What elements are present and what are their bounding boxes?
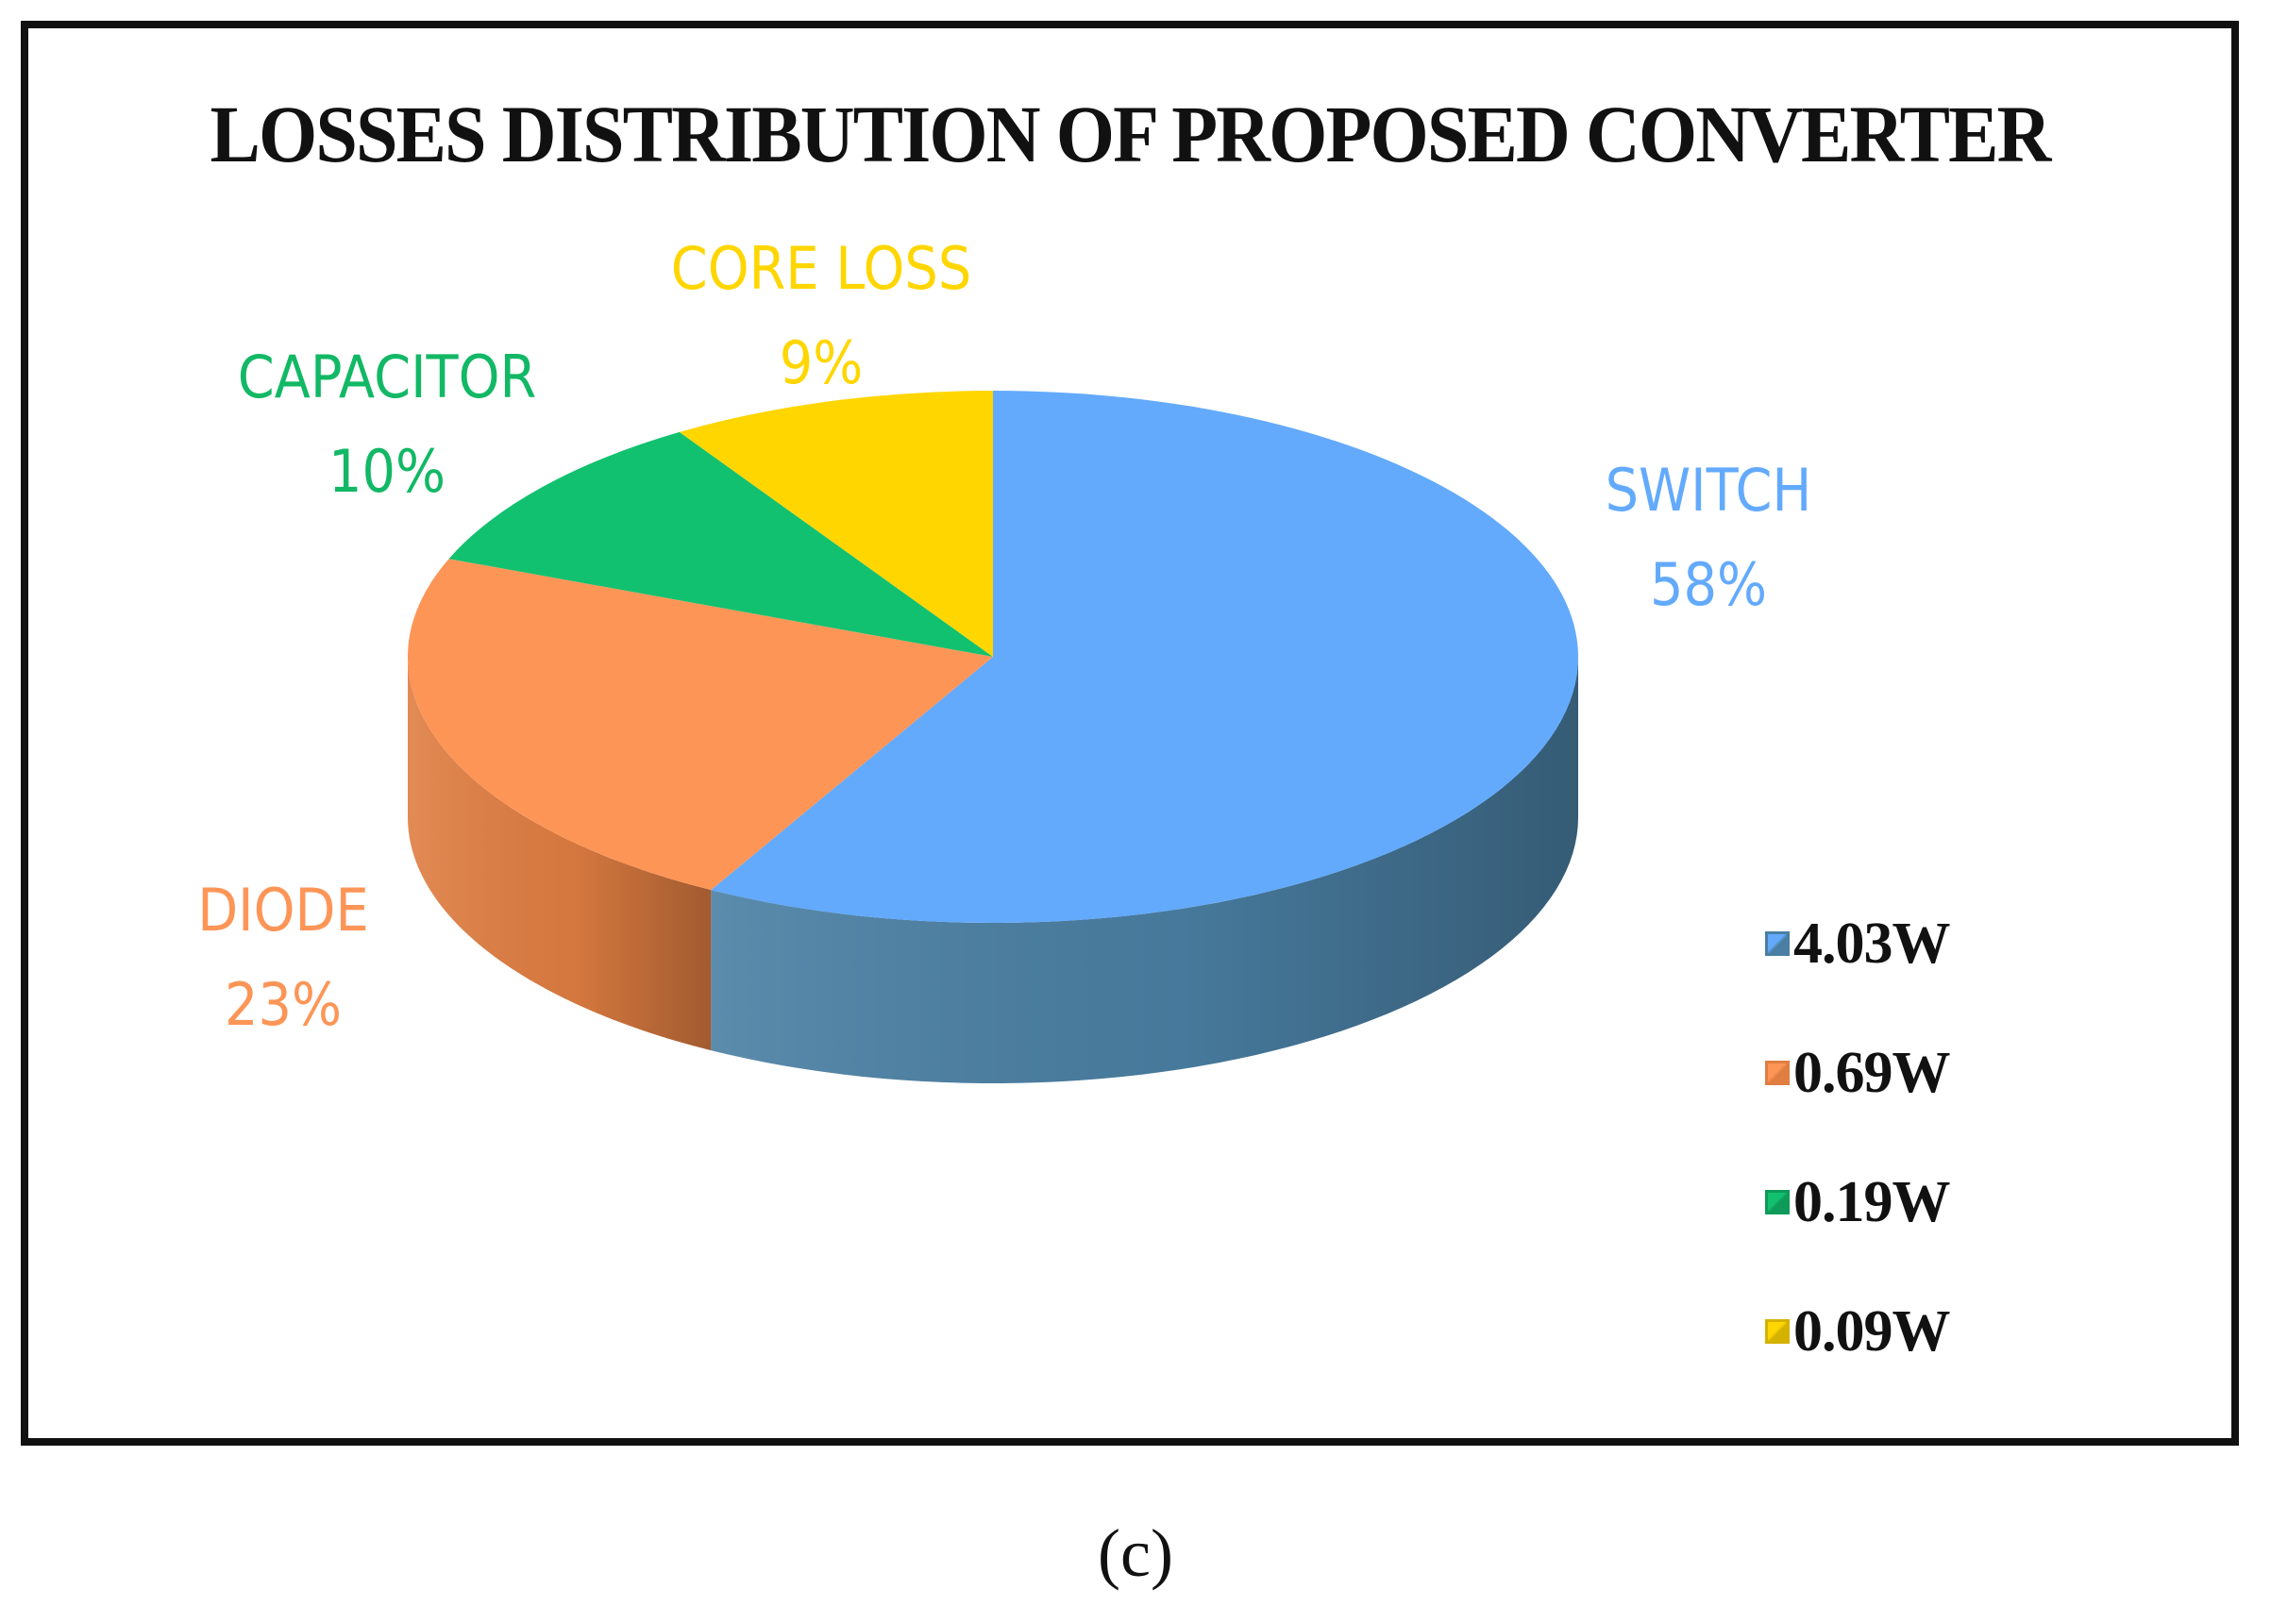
pie-slice-diode xyxy=(408,559,994,891)
legend-label: 0.69W xyxy=(1793,1040,1950,1105)
pie-slice-capacitor xyxy=(448,431,993,657)
slice-name: DIODE xyxy=(197,876,369,945)
legend-swatch-icon xyxy=(1765,1061,1790,1085)
slice-label-diode: DIODE 23% xyxy=(156,863,411,1052)
slice-percent: 9% xyxy=(779,328,864,397)
pie-side-shade xyxy=(408,657,712,1051)
slice-name: CAPACITOR xyxy=(237,343,537,411)
slice-percent: 10% xyxy=(328,437,446,506)
chart-title: LOSSES DISTRIBUTION OF PROPOSED CONVERTE… xyxy=(210,89,2051,179)
legend-swatch-icon xyxy=(1765,1319,1790,1344)
legend-swatch-icon xyxy=(1765,931,1790,956)
legend-label: 0.09W xyxy=(1793,1298,1950,1364)
slice-name: SWITCH xyxy=(1605,456,1812,525)
slice-percent: 58% xyxy=(1649,550,1768,619)
pie-slice-switch xyxy=(711,391,1579,924)
slice-label-switch: SWITCH 58% xyxy=(1556,444,1861,632)
pie-chart xyxy=(408,391,1579,1083)
legend-entry-switch: 4.03W xyxy=(1765,906,1950,981)
slice-label-capacitor: CAPACITOR 10% xyxy=(226,330,548,519)
pie-tops xyxy=(408,391,1579,924)
legend-entry-capacitor: 0.19W xyxy=(1765,1164,1950,1240)
pie-sides xyxy=(408,657,1578,1083)
slice-name: CORE LOSS xyxy=(670,234,972,303)
pie-side-shade xyxy=(711,657,1578,1083)
legend-swatch-icon xyxy=(1765,1190,1790,1214)
legend-entry-diode: 0.69W xyxy=(1765,1035,1950,1111)
chart-frame: LOSSES DISTRIBUTION OF PROPOSED CONVERTE… xyxy=(21,21,2239,1446)
slice-percent: 23% xyxy=(224,970,343,1039)
legend-label: 0.19W xyxy=(1793,1169,1950,1234)
slice-label-core-loss: CORE LOSS 9% xyxy=(651,222,991,410)
panel-caption: (c) xyxy=(1098,1515,1173,1591)
legend-entry-core-loss: 0.09W xyxy=(1765,1294,1950,1369)
pie-slice-core-loss xyxy=(679,391,993,657)
legend-label: 4.03W xyxy=(1793,911,1950,976)
